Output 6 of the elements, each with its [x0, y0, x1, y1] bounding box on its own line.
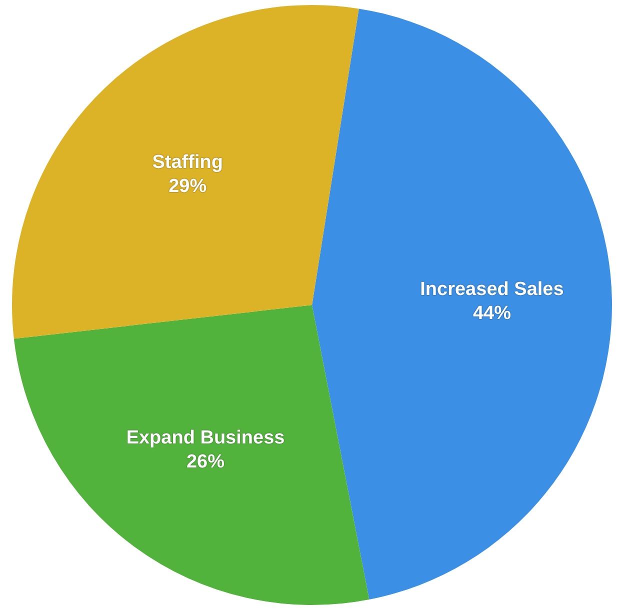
- data-label: 29%: [168, 176, 207, 198]
- slice-label: Expand Business: [126, 427, 285, 448]
- data-label: 44%: [472, 303, 512, 324]
- slice-label: Staffing: [152, 152, 223, 174]
- data-label: 26%: [186, 451, 225, 472]
- slice-label: Increased Sales: [420, 279, 564, 300]
